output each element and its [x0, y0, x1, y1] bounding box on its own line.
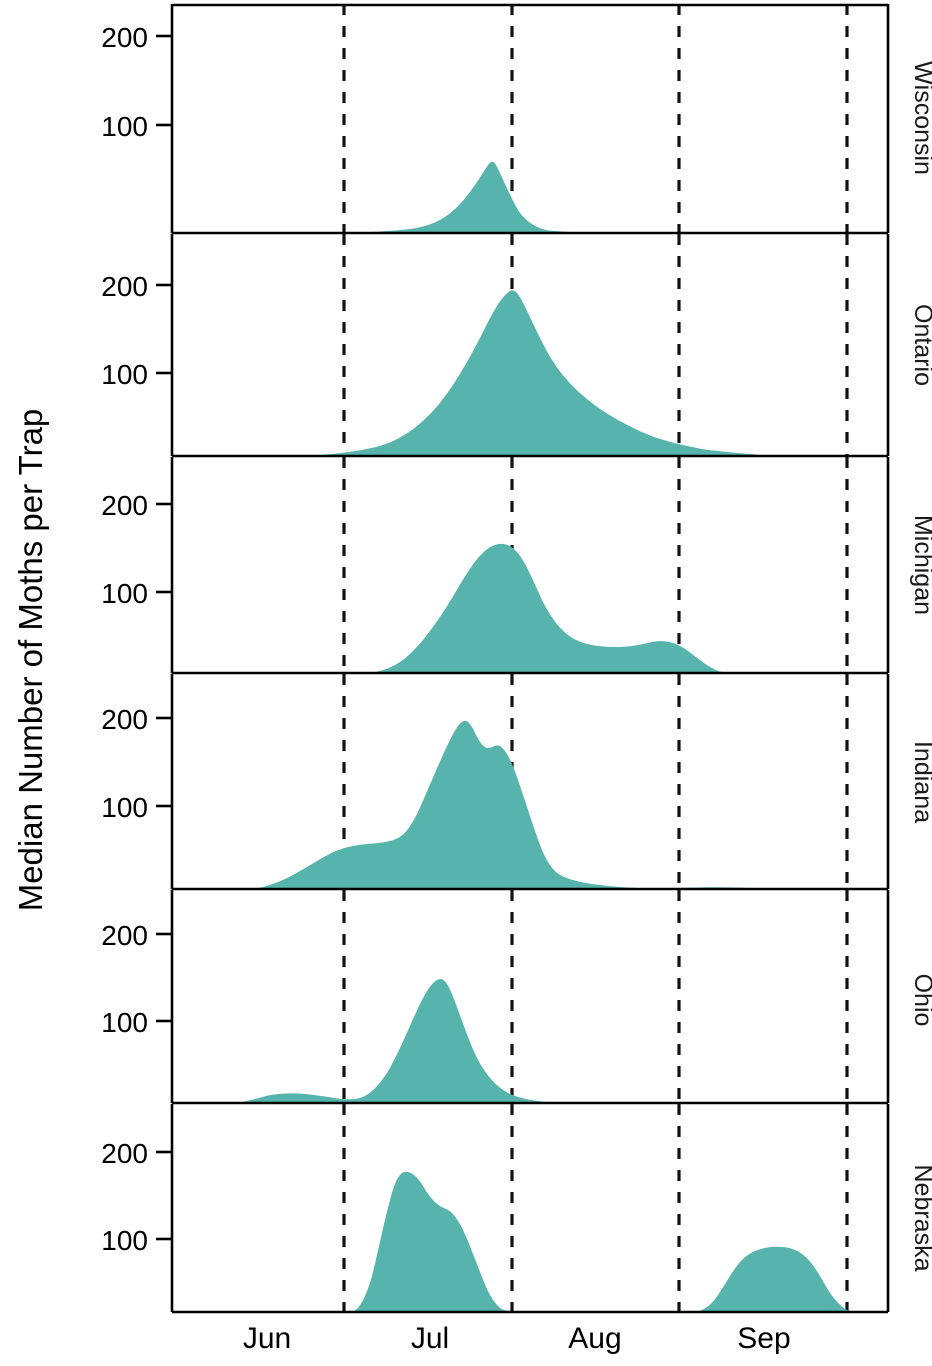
- y-tick-label-200-p6: 200: [101, 1138, 148, 1169]
- y-tick-label-100-p2: 100: [101, 359, 148, 390]
- y-tick-label-100-p4: 100: [101, 792, 148, 823]
- density-area-ohio: [172, 978, 888, 1103]
- density-area-nebraska: [172, 1171, 888, 1312]
- panel-ohio: 200 100 Ohio: [101, 890, 932, 1105]
- density-area-wisconsin: [172, 161, 888, 233]
- y-tick-label-200-p2: 200: [101, 271, 148, 302]
- y-tick-label-200-p1: 200: [101, 22, 148, 53]
- panel-indiana: 200 100 Indiana: [101, 674, 932, 891]
- x-tick-label-aug: Aug: [568, 1322, 621, 1355]
- density-area-ontario: [172, 290, 888, 456]
- y-tick-label-100-p1: 100: [101, 111, 148, 142]
- x-axis-tick-labels: Jun Jul Aug Sep: [243, 1322, 791, 1355]
- y-axis-title: Median Number of Moths per Trap: [12, 409, 49, 912]
- density-area-michigan: [172, 543, 888, 673]
- panel-ontario: 200 100 Ontario: [101, 234, 932, 458]
- panel-michigan: 200 100 Michigan: [101, 457, 932, 675]
- y-tick-label-200-p4: 200: [101, 704, 148, 735]
- x-tick-label-sep: Sep: [737, 1322, 790, 1355]
- y-tick-label-100-p6: 100: [101, 1225, 148, 1256]
- panel-strip-label-wisconsin: Wisconsin: [909, 61, 932, 175]
- panel-wisconsin: 200 100 Wisconsin: [101, 3, 932, 235]
- y-tick-label-200-p3: 200: [101, 490, 148, 521]
- panel-strip-label-ohio: Ohio: [909, 974, 932, 1027]
- y-tick-label-100-p5: 100: [101, 1007, 148, 1038]
- panel-nebraska: 200 100 Nebraska: [101, 1104, 932, 1314]
- y-tick-label-200-p5: 200: [101, 920, 148, 951]
- panel-strip-label-indiana: Indiana: [909, 741, 932, 823]
- density-area-indiana: [172, 720, 888, 889]
- x-tick-label-jul: Jul: [411, 1322, 449, 1355]
- panel-strip-label-ontario: Ontario: [909, 304, 932, 386]
- x-tick-label-jun: Jun: [243, 1322, 291, 1355]
- y-tick-label-100-p3: 100: [101, 578, 148, 609]
- panel-strip-label-nebraska: Nebraska: [909, 1165, 932, 1272]
- panel-strip-label-michigan: Michigan: [909, 515, 932, 615]
